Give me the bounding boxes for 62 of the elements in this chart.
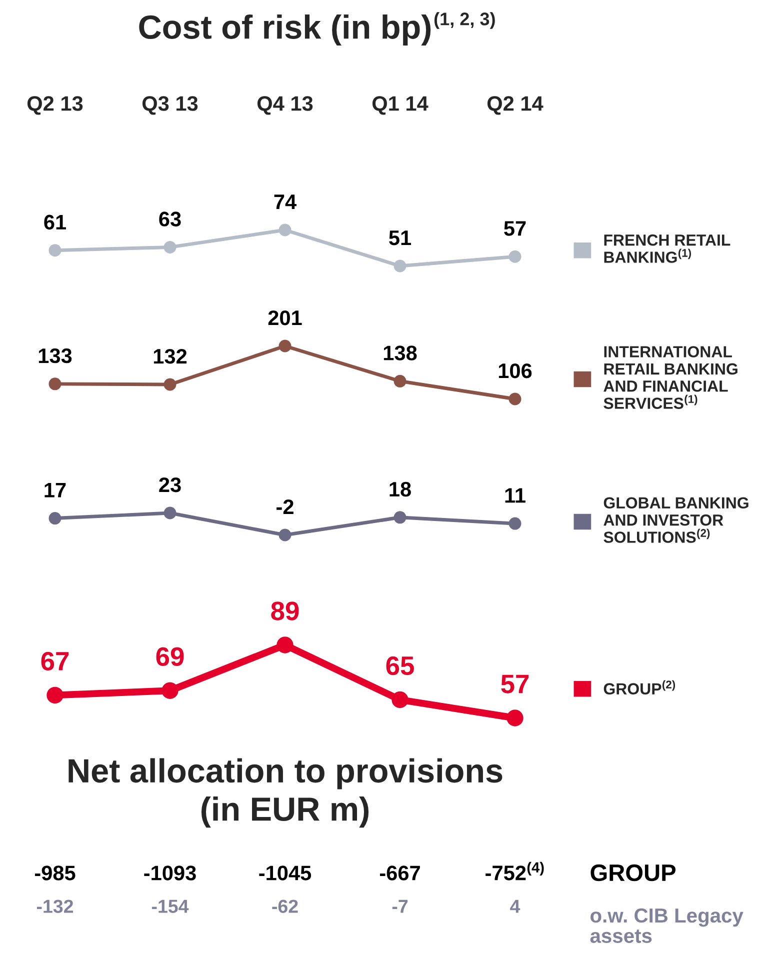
point [48,378,62,390]
data-label: 138 [384,346,417,360]
x-tick-label: Q4 13 [257,96,313,115]
text: -132 [36,900,74,914]
data-label: -2 [276,499,294,514]
point [508,517,522,530]
data-label: 69 [156,647,184,666]
point [506,710,524,726]
point [278,528,292,542]
data-label: 61 [44,214,66,230]
point [164,378,176,391]
x-tick-label: Q1 14 [372,96,428,115]
data-label: 11 [505,488,526,503]
point [276,636,294,654]
data-label: 132 [154,348,187,364]
point [278,340,292,352]
text: -154 [152,900,189,913]
legend-label: FRENCH RETAIL BANKING$^{(1)}$ [604,234,730,263]
point [392,691,408,708]
text: -62 [272,900,298,913]
data-label: 63 [159,212,181,226]
data-label: 89 [271,602,299,620]
point [46,686,64,704]
point [164,506,176,520]
point [278,224,292,236]
point [508,392,522,406]
data-label: 57 [501,674,529,694]
legend-label: GLOBAL BANKING AND INVESTOR SOLUTIONS$^{(2)}$ [604,497,748,543]
data-label: 201 [268,310,302,326]
data-label: 18 [390,482,411,497]
text: Net allocation to provisions (in EUR m) [68,758,502,828]
x-tick-label: Q3 13 [142,96,198,115]
point [508,250,522,263]
text: -1093 [144,866,196,880]
text: 4 [510,900,520,913]
point [48,244,62,257]
data-label: 65 [386,656,414,676]
data-label: 17 [44,482,66,498]
point [48,512,62,525]
point [164,240,176,254]
data-label: 23 [159,477,181,492]
text: -7 [392,900,408,913]
point [162,682,178,699]
point [394,260,406,272]
legend-label: GROUP$^{(2)}$ [604,680,676,694]
text: -752$^{(4)}$ [486,862,544,880]
x-tick-label: Q2 14 [487,96,544,115]
point [394,511,406,524]
data-label: 133 [38,348,72,364]
point [394,374,406,388]
text: -1045 [259,866,312,880]
data-label: 106 [498,363,532,378]
x-tick-label: Q2 13 [27,96,83,115]
data-label: 57 [504,221,526,236]
legend-label: INTERNATIONAL RETAIL BANKING AND FINANCIAL SERVICES$^{(1)}$ [604,346,738,409]
text: -667 [380,866,420,880]
data-label: 51 [389,230,412,246]
text: -985 [34,866,76,880]
data-label: 67 [41,652,69,671]
text: o.w. CIB Legacy assets [590,908,744,943]
data-label: 74 [274,194,296,210]
text: GROUP [590,864,676,882]
